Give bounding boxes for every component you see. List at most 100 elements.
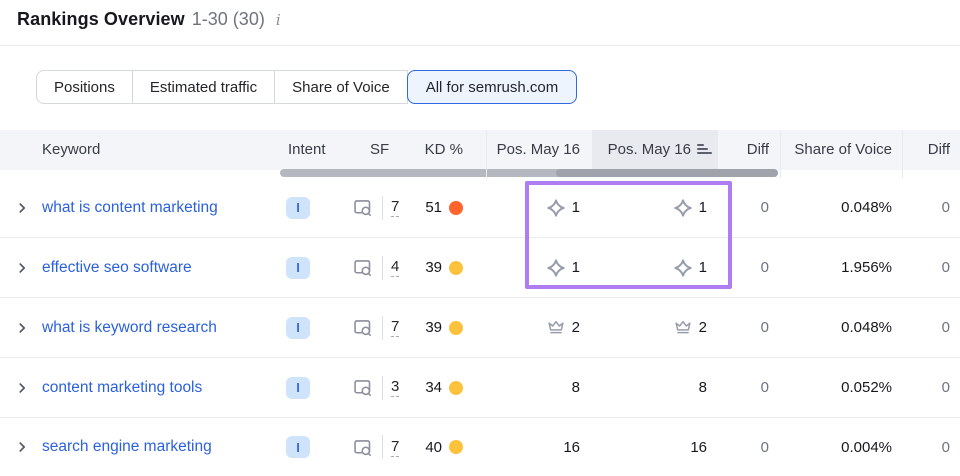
col-diff-b[interactable]: Diff <box>927 141 950 158</box>
kd-cell: 40 <box>425 418 463 476</box>
kd-cell: 51 <box>425 178 463 237</box>
col-pos-may16-b-label: Pos. May 16 <box>607 141 691 158</box>
position-cell: 8 <box>699 358 707 417</box>
col-diff-a[interactable]: Diff <box>746 141 769 158</box>
kd-difficulty-dot <box>449 320 463 335</box>
share-of-voice-value: 0.052% <box>841 379 892 396</box>
sf-cell: 7 <box>352 178 400 237</box>
table-row: what is keyword research I 7 39 2 2 0 0.… <box>0 298 960 358</box>
sf-divider <box>382 375 383 400</box>
serp-features-icon[interactable] <box>352 257 373 278</box>
position-cell: 1 <box>546 238 580 297</box>
kd-value: 34 <box>425 379 442 396</box>
tab-estimated-traffic[interactable]: Estimated traffic <box>132 70 276 104</box>
kd-cell: 39 <box>425 238 463 297</box>
sf-cell: 3 <box>352 358 400 417</box>
table-row: what is content marketing I 7 51 1 1 0 0… <box>0 178 960 238</box>
col-keyword[interactable]: Keyword <box>42 141 101 158</box>
position-value: 8 <box>698 379 707 396</box>
position-value: 1 <box>698 259 707 276</box>
expand-chevron-icon[interactable] <box>15 178 29 237</box>
col-pos-may16-a[interactable]: Pos. May 16 <box>496 141 580 158</box>
col-intent[interactable]: Intent <box>288 141 326 158</box>
share-of-voice-value: 0.004% <box>841 438 892 456</box>
share-of-voice-value: 0.048% <box>841 199 892 216</box>
sorted-column-highlight <box>592 130 718 170</box>
ai-overview-icon <box>673 198 693 218</box>
sf-count-link[interactable]: 3 <box>391 378 400 397</box>
sf-count-link[interactable]: 7 <box>391 318 400 337</box>
intent-cell: I <box>286 418 310 476</box>
diff-value: 0 <box>760 379 769 396</box>
featured-snippet-crown-icon <box>673 318 693 338</box>
serp-features-icon[interactable] <box>352 317 373 338</box>
diff-value: 0 <box>760 319 769 336</box>
keyword-link[interactable]: search engine marketing <box>42 438 212 455</box>
page-title: Rankings Overview <box>17 9 185 29</box>
diff-value: 0 <box>760 199 769 216</box>
position-cell: 1 <box>546 178 580 237</box>
expand-chevron-icon[interactable] <box>15 298 29 357</box>
kd-value: 40 <box>425 438 442 456</box>
diff-value: 0 <box>760 438 769 456</box>
diff-value: 0 <box>941 199 950 216</box>
keyword-link[interactable]: effective seo software <box>42 258 192 276</box>
sf-divider <box>382 195 383 220</box>
tab-all-for-semrush[interactable]: All for semrush.com <box>406 70 578 104</box>
sf-count-link[interactable]: 7 <box>391 437 400 457</box>
horizontal-scrollbar[interactable] <box>280 169 778 177</box>
intent-badge-informational[interactable]: I <box>286 256 310 279</box>
intent-badge-informational[interactable]: I <box>286 376 310 399</box>
sf-count-link[interactable]: 4 <box>391 258 400 277</box>
intent-cell: I <box>286 238 310 297</box>
intent-badge-informational[interactable]: I <box>286 436 310 458</box>
position-value: 16 <box>563 438 580 456</box>
serp-features-icon[interactable] <box>352 377 373 398</box>
kd-difficulty-dot <box>449 200 463 215</box>
sf-cell: 7 <box>352 418 400 476</box>
serp-features-icon[interactable] <box>352 437 373 458</box>
col-share-of-voice[interactable]: Share of Voice <box>794 141 892 158</box>
intent-badge-informational[interactable]: I <box>286 196 310 219</box>
sf-cell: 4 <box>352 238 400 297</box>
sf-count-link[interactable]: 7 <box>391 198 400 217</box>
expand-chevron-icon[interactable] <box>15 238 29 297</box>
diff-value: 0 <box>941 259 950 276</box>
position-value: 1 <box>571 259 580 276</box>
tab-positions[interactable]: Positions <box>36 70 133 104</box>
keyword-link[interactable]: what is content marketing <box>42 198 218 216</box>
intent-badge-informational[interactable]: I <box>286 316 310 339</box>
position-value: 16 <box>690 438 707 456</box>
col-kd[interactable]: KD % <box>424 141 463 158</box>
kd-value: 51 <box>425 199 442 216</box>
col-pos-may16-b[interactable]: Pos. May 16 <box>608 130 712 170</box>
header-divider <box>0 45 960 46</box>
sort-ascending-icon <box>697 143 712 155</box>
kd-cell: 34 <box>425 358 463 417</box>
info-icon[interactable]: i <box>275 11 281 29</box>
kd-difficulty-dot <box>449 440 463 454</box>
horizontal-scrollbar-thumb[interactable] <box>556 169 778 177</box>
position-value: 8 <box>571 379 580 396</box>
position-value: 1 <box>571 199 580 216</box>
table-row: effective seo software I 4 39 1 1 0 1.95… <box>0 238 960 298</box>
share-of-voice-value: 1.956% <box>841 259 892 276</box>
sf-cell: 7 <box>352 298 400 357</box>
position-cell: 1 <box>673 238 707 297</box>
keyword-link[interactable]: what is keyword research <box>42 318 217 336</box>
serp-features-icon[interactable] <box>352 197 373 218</box>
table-body: what is content marketing I 7 51 1 1 0 0… <box>0 178 960 476</box>
expand-chevron-icon[interactable] <box>15 358 29 417</box>
view-tab-group: Positions Estimated traffic Share of Voi… <box>36 70 578 104</box>
intent-cell: I <box>286 178 310 237</box>
position-cell: 16 <box>563 418 580 476</box>
keyword-link[interactable]: content marketing tools <box>42 378 203 396</box>
ai-overview-icon <box>546 258 566 278</box>
expand-chevron-icon[interactable] <box>15 418 29 476</box>
col-sf[interactable]: SF <box>370 141 390 158</box>
intent-cell: I <box>286 358 310 417</box>
share-of-voice-value: 0.048% <box>841 319 892 336</box>
tab-share-of-voice[interactable]: Share of Voice <box>275 70 408 104</box>
featured-snippet-crown-icon <box>546 318 566 338</box>
